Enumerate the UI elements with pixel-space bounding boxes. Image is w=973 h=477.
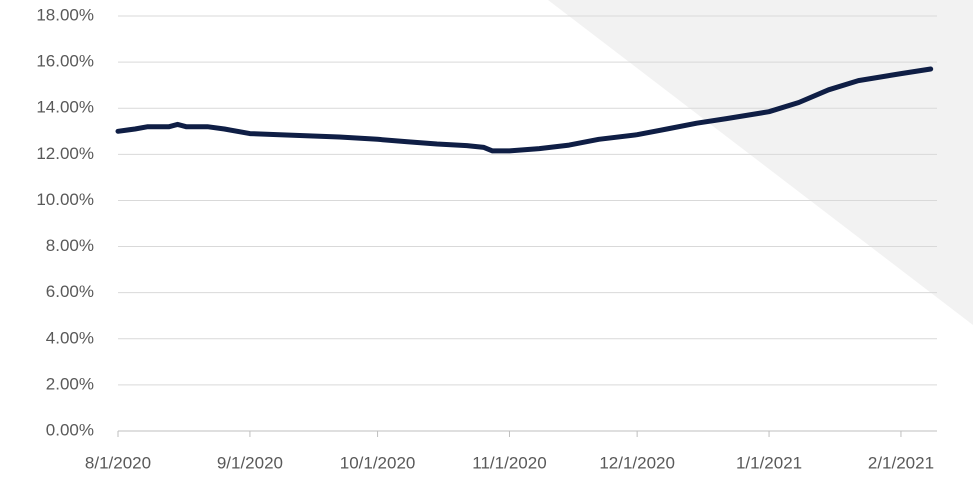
background-shape — [548, 0, 973, 325]
data-line — [115, 66, 934, 154]
x-tick-label: 1/1/2021 — [736, 453, 802, 472]
x-tick-label: 12/1/2020 — [599, 453, 675, 472]
y-tick-label: 2.00% — [46, 374, 94, 393]
x-tick-label: 10/1/2020 — [340, 453, 416, 472]
y-tick-label: 8.00% — [46, 236, 94, 255]
y-tick-label: 0.00% — [46, 420, 94, 439]
x-tick-label: 8/1/2020 — [85, 453, 151, 472]
y-tick-label: 4.00% — [46, 328, 94, 347]
x-tick-label: 2/1/2021 — [868, 453, 934, 472]
y-tick-label: 10.00% — [36, 190, 94, 209]
x-tick-label: 11/1/2020 — [472, 453, 546, 472]
y-tick-label: 12.00% — [36, 144, 94, 163]
y-tick-label: 6.00% — [46, 282, 94, 301]
x-tick-label: 9/1/2020 — [217, 453, 283, 472]
y-tick-label: 18.00% — [36, 5, 94, 24]
y-tick-label: 16.00% — [36, 52, 94, 71]
y-tick-label: 14.00% — [36, 98, 94, 117]
